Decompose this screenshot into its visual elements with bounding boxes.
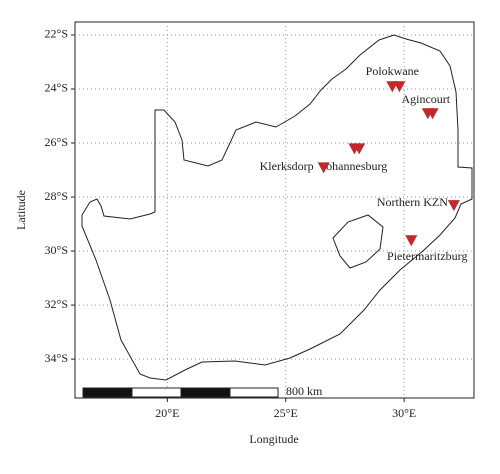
x-axis-label: Longitude bbox=[249, 432, 298, 446]
site-label: Pietermaritzburg bbox=[387, 249, 467, 263]
site-marker bbox=[317, 162, 330, 174]
site-marker bbox=[393, 81, 406, 93]
site-label: Klerksdorp bbox=[260, 159, 314, 173]
country-outline bbox=[81, 34, 473, 381]
x-tick-label: 30°E bbox=[392, 406, 416, 420]
y-tick-label: 34°S bbox=[45, 351, 68, 365]
x-tick-label: 20°E bbox=[155, 406, 179, 420]
frame bbox=[74, 21, 475, 399]
y-tick-label: 30°S bbox=[45, 243, 68, 257]
scale-label: 800 km bbox=[286, 384, 323, 398]
site-label: Johannesburg bbox=[322, 159, 388, 173]
scale-bar bbox=[82, 387, 279, 398]
site-label: Polokwane bbox=[366, 64, 419, 78]
scale-segment bbox=[82, 387, 133, 398]
y-tick-label: 28°S bbox=[45, 189, 68, 203]
grid bbox=[75, 22, 474, 398]
lesotho-outline bbox=[332, 214, 384, 269]
y-tick-label: 26°S bbox=[45, 135, 68, 149]
y-tick-label: 32°S bbox=[45, 297, 68, 311]
site-label: Northern KZN bbox=[377, 195, 448, 209]
site-marker bbox=[405, 235, 418, 247]
site-marker bbox=[353, 143, 366, 155]
site-marker bbox=[447, 200, 460, 212]
site-marker bbox=[426, 108, 439, 120]
scale-segment bbox=[180, 387, 231, 398]
scale-segment bbox=[131, 387, 182, 398]
scale-segment bbox=[229, 387, 279, 398]
y-axis-label: Latitude bbox=[14, 190, 28, 230]
x-tick-label: 25°E bbox=[274, 406, 298, 420]
y-tick-label: 22°S bbox=[45, 27, 68, 41]
site-label: Agincourt bbox=[401, 92, 450, 106]
y-tick-label: 24°S bbox=[45, 81, 68, 95]
